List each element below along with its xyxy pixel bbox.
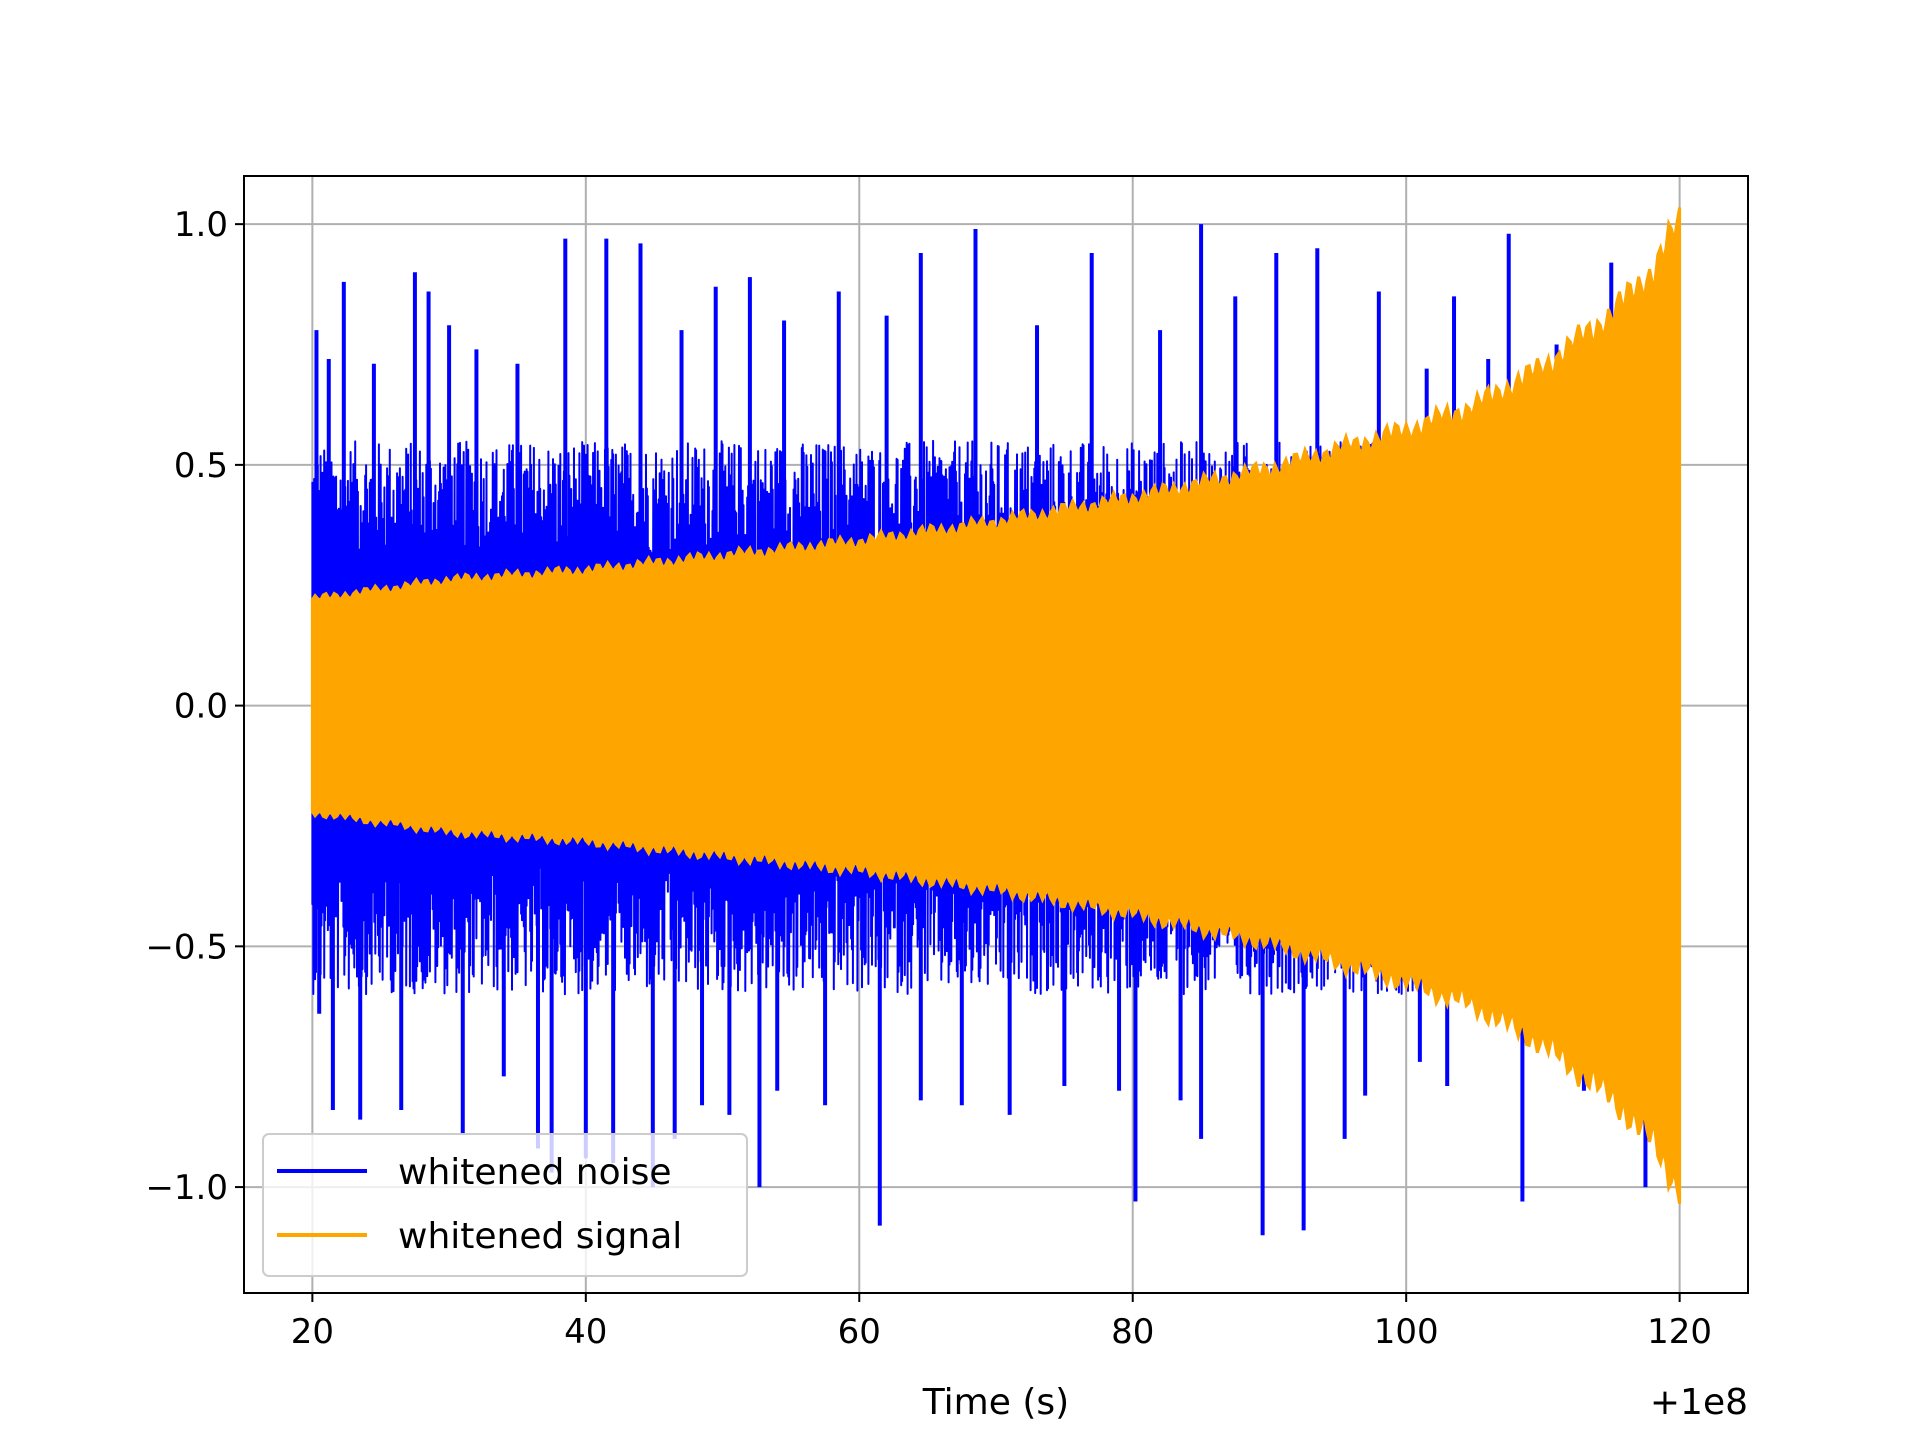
x-tick-label: 20 — [291, 1312, 334, 1352]
x-tick-label: 40 — [564, 1312, 607, 1352]
legend-label-whitened-signal: whitened signal — [398, 1216, 682, 1257]
y-tick-label: 0.0 — [174, 687, 228, 727]
plot-series — [310, 207, 1682, 1236]
y-tick-label: 1.0 — [174, 205, 228, 245]
x-tick-label: 60 — [838, 1312, 881, 1352]
x-axis-label: Time (s) — [922, 1382, 1069, 1423]
y-tick-label: 0.5 — [174, 446, 228, 486]
x-axis-offset-label: +1e8 — [1650, 1382, 1748, 1423]
x-tick-label: 80 — [1111, 1312, 1154, 1352]
legend: whitened noise whitened signal — [262, 1133, 748, 1277]
y-tick-label: −0.5 — [145, 927, 228, 967]
series-line-whitened-signal — [310, 207, 1682, 1204]
x-tick-label: 120 — [1647, 1312, 1712, 1352]
plot-area-frame — [243, 175, 1749, 1294]
y-tick-label: −1.0 — [145, 1168, 228, 1208]
axis-ticks: 20 40 60 80 100 120 1.0 0.5 0.0 −0.5 −1.0 — [145, 205, 1712, 1352]
legend-box — [262, 1133, 748, 1277]
legend-label-whitened-noise: whitened noise — [398, 1152, 672, 1193]
x-tick-label: 100 — [1374, 1312, 1439, 1352]
